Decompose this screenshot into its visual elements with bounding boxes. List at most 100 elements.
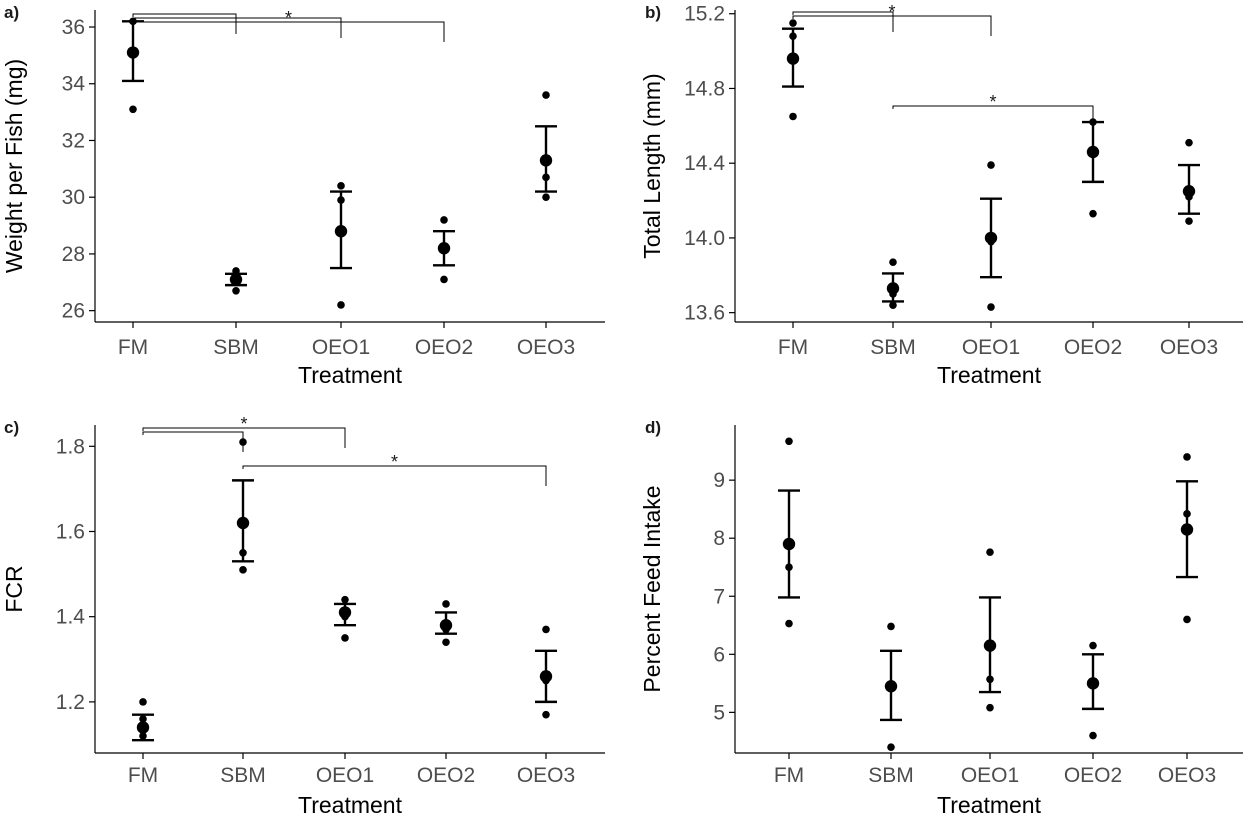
data-point [542,193,550,201]
data-point [1089,731,1097,740]
data-point [789,32,797,40]
significance-bracket [132,17,342,38]
chart-panel-3: c) 1.2 1.4 1.6 1.8 FM SBM OEO1 OEO2 OEO3 Treatment… [1,414,605,818]
y-tick-label: 5 [713,701,725,724]
y-axis-title: FCR [1,565,27,612]
mean-point [983,639,997,652]
y-tick-label: 34 [62,73,86,96]
x-tick-label: OEO3 [517,764,575,787]
x-tick-label: OEO2 [1064,764,1122,787]
y-tick-label: 1.2 [56,691,85,714]
y-tick-label: 7 [713,585,725,608]
data-point [337,182,345,190]
x-axis-title: Treatment [937,362,1042,388]
data-point [337,301,345,309]
data-point [542,710,550,719]
y-tick-label: 1.4 [56,606,86,629]
mean-point [886,282,900,295]
mean-point [439,619,453,632]
x-axis-title: Treatment [298,792,403,818]
data-point [442,638,450,647]
data-point [789,19,797,27]
mean-point [334,225,348,238]
y-tick-label: 1.8 [56,435,85,458]
significance-bracket [142,431,244,452]
x-tick-label: SBM [870,336,916,359]
data-point [239,548,247,557]
significance-bracket [132,21,445,42]
y-axis-title: Weight per Fish (mg) [1,59,27,273]
data-point [986,675,994,684]
x-tick-label: OEO2 [417,764,475,787]
mean-point [1182,185,1196,198]
data-point [1183,615,1191,624]
data-point [785,563,793,572]
panel-label: d) [645,418,661,437]
data-point [341,595,349,604]
mean-point [229,273,243,286]
data-point [542,91,550,99]
chart-panel-1: a) 26 28 30 32 34 36 FM SBM OEO1 OEO2 OEO3 Treatment… [1,3,605,388]
mean-point [539,154,553,167]
x-tick-label: OEO3 [1160,336,1218,359]
y-tick-label: 14.8 [684,77,725,100]
mean-point [1086,145,1100,159]
significance-bracket [792,15,992,36]
y-axis-title: Percent Feed Intake [639,485,665,692]
mean-point [338,606,352,619]
mean-point [1180,523,1194,536]
y-tick-label: 36 [62,16,85,39]
significance-label: * [240,414,247,434]
data-point [887,743,895,751]
x-tick-label: OEO2 [1064,336,1122,359]
data-point [987,161,995,169]
x-tick-label: FM [128,764,158,787]
data-point [239,566,247,574]
x-tick-label: OEO1 [962,336,1020,359]
y-tick-label: 14.4 [684,152,725,175]
y-axis-title: Total Length (mm) [639,73,665,258]
data-point [542,173,550,182]
data-point [987,303,995,311]
mean-point [136,721,150,734]
data-point [129,17,137,26]
data-point [889,301,897,309]
x-tick-label: OEO1 [316,764,374,787]
data-point [139,698,147,706]
significance-bracket [242,465,547,486]
y-tick-label: 6 [713,643,725,666]
panel-label: a) [4,3,19,22]
y-tick-label: 8 [713,527,725,550]
data-point [1185,138,1193,147]
x-tick-label: SBM [220,764,266,787]
data-point [232,287,240,295]
chart-panel-4: d) 5 6 7 8 9 FM SBM OEO1 OEO2 OEO3 Treatment Percent… [639,418,1243,818]
significance-label: * [285,8,292,28]
data-point [139,715,147,723]
x-tick-label: SBM [868,764,914,787]
y-tick-label: 15.2 [684,3,725,26]
data-point [889,258,897,267]
x-tick-label: OEO2 [415,336,473,359]
significance-label: * [888,2,895,22]
x-tick-label: FM [774,764,804,787]
mean-point [126,46,140,59]
y-tick-label: 30 [62,186,85,209]
y-tick-label: 14.0 [684,227,725,250]
data-point [337,196,345,204]
data-point [1185,217,1193,225]
x-axis-title: Treatment [937,792,1042,818]
data-point [232,267,240,275]
data-point [986,703,994,712]
x-tick-label: OEO1 [961,764,1019,787]
x-tick-label: OEO1 [312,336,370,359]
x-tick-label: OEO3 [517,336,575,359]
data-point [789,112,797,121]
data-point [542,625,550,634]
significance-label: * [989,92,996,112]
data-point [1089,209,1097,218]
data-point [440,216,448,224]
x-axis-title: Treatment [298,362,403,388]
y-tick-label: 26 [62,300,85,323]
y-tick-label: 9 [713,469,725,492]
